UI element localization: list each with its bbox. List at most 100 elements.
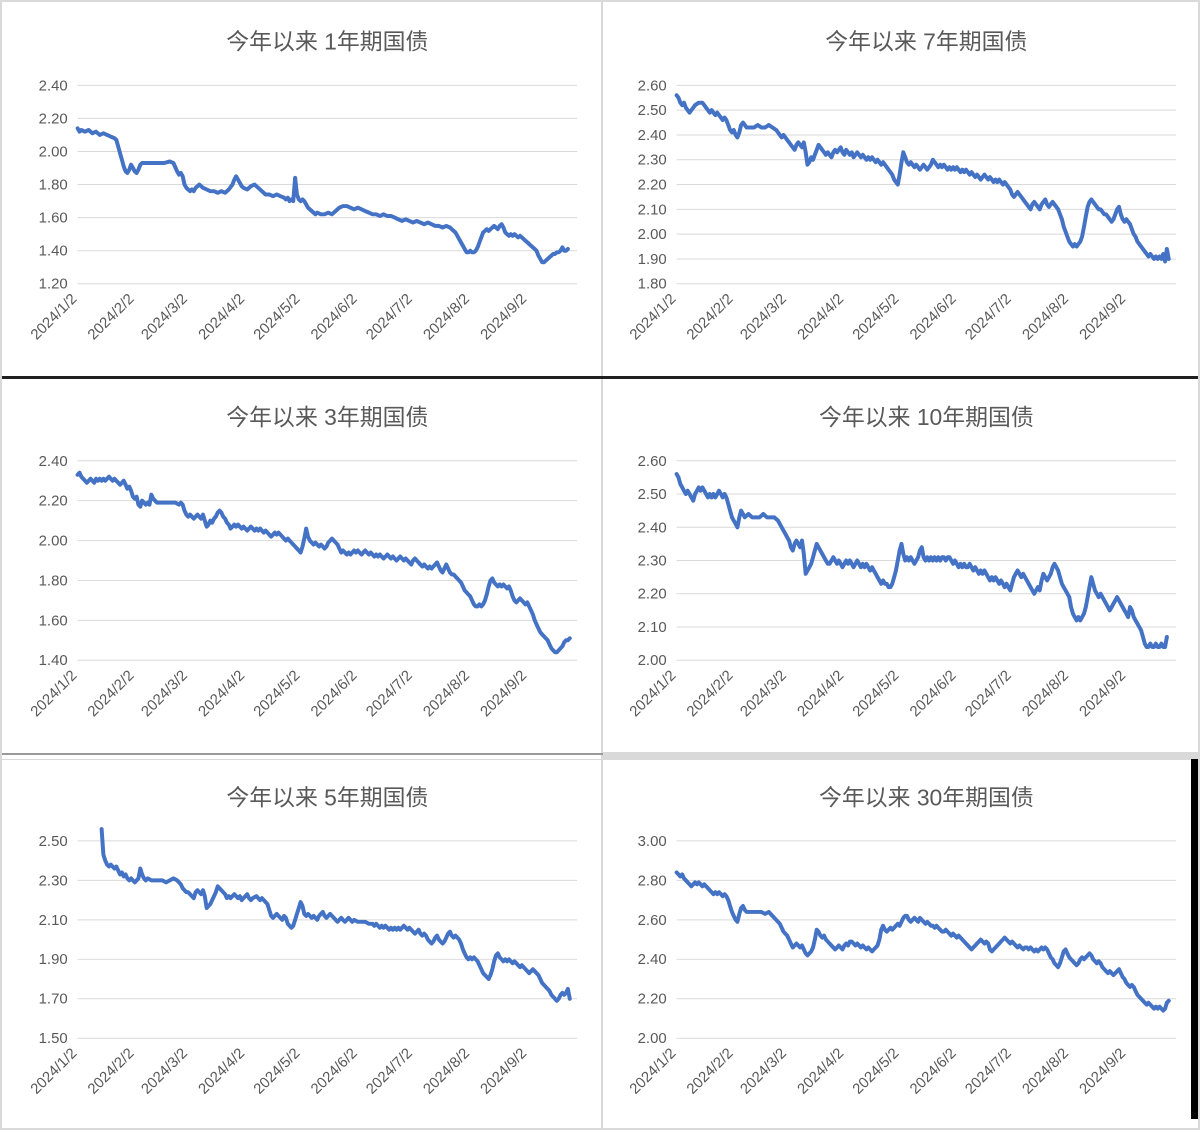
x-axis-tick-label: 2024/9/2	[478, 1046, 530, 1098]
column-divider	[601, 2, 603, 1128]
y-axis-tick-label: 2.00	[638, 652, 667, 669]
row-divider-1	[2, 376, 1198, 379]
chart-title: 今年以来 3年期国债	[226, 404, 428, 430]
y-axis-tick-label: 1.80	[39, 178, 68, 194]
x-axis-tick-label: 2024/3/2	[139, 291, 191, 343]
y-axis-tick-label: 2.00	[39, 533, 68, 550]
x-axis-tick-label: 2024/2/2	[684, 291, 736, 343]
y-axis-tick-label: 2.00	[638, 227, 667, 243]
chart-panel-10y: 今年以来 10年期国债 2.60 2.50 2.40 2.30 2.20 2.10 2.00…	[603, 379, 1198, 753]
series-line	[75, 126, 570, 265]
y-axis-tick-label: 2.30	[638, 153, 667, 169]
x-axis-tick-label: 2024/7/2	[363, 1046, 415, 1098]
x-axis-tick-label: 2024/3/2	[139, 1046, 191, 1098]
x-axis-tick-label: 2024/7/2	[363, 667, 416, 720]
y-axis-tick-label: 2.50	[39, 834, 68, 850]
chart-panel-5y: 今年以来 5年期国债 2.50 2.30 2.10 1.90 1.70 1.50 2024/…	[4, 760, 601, 1128]
x-axis-tick-label: 2024/5/2	[251, 291, 303, 343]
y-axis-tick-label: 1.50	[39, 1031, 68, 1047]
y-axis-tick-label: 2.80	[638, 873, 667, 889]
chart-7y-canvas: 今年以来 7年期国债 2.60 2.50 2.40 2.30 2.20 2.10 2.00 1…	[627, 29, 1177, 343]
x-axis-tick-label: 2024/6/2	[308, 291, 360, 343]
chart-5y-canvas: 今年以来 5年期国债 2.502.302.101.901.701.502024/…	[28, 784, 578, 1098]
y-axis-tick-label: 1.90	[39, 952, 68, 968]
x-axis-tick-label: 2024/9/2	[1077, 1046, 1129, 1098]
x-axis-tick-label: 2024/4/2	[195, 667, 248, 720]
y-axis-tick-label: 2.60	[638, 913, 667, 929]
series-line	[674, 472, 1169, 649]
x-axis-tick-label: 2024/5/2	[850, 291, 902, 343]
y-axis-tick-label: 2.40	[39, 78, 68, 94]
y-axis-tick-label: 2.60	[638, 453, 667, 470]
x-axis-tick-label: 2024/3/2	[738, 1046, 790, 1098]
series-line	[674, 870, 1171, 1013]
x-axis-tick-label: 2024/7/2	[363, 291, 415, 343]
x-axis-tick-label: 2024/9/2	[478, 291, 530, 343]
chart-title: 今年以来 30年期国债	[819, 784, 1034, 810]
chart-panel-3y: 今年以来 3年期国债 2.40 2.20 2.00 1.80 1.60 1.40 2024/…	[4, 379, 601, 753]
x-axis-tick-label: 2024/8/2	[421, 291, 473, 343]
x-axis-tick-label: 2024/6/2	[907, 667, 960, 720]
y-axis-tick-label: 2.10	[638, 619, 667, 636]
x-axis-tick-label: 2024/2/2	[85, 1046, 137, 1098]
x-axis-tick-label: 2024/9/2	[1077, 291, 1129, 343]
y-axis-tick-label: 1.60	[39, 211, 68, 227]
x-axis-tick-label: 2024/4/2	[795, 291, 847, 343]
x-axis-tick-label: 2024/7/2	[962, 1046, 1014, 1098]
y-axis-tick-label: 1.70	[39, 992, 68, 1008]
chart-panel-7y: 今年以来 7年期国债 2.60 2.50 2.40 2.30 2.20 2.10 2.00 1…	[603, 4, 1198, 376]
x-axis-tick-label: 2024/4/2	[196, 291, 248, 343]
x-axis-tick-label: 2024/8/2	[1019, 667, 1072, 720]
x-axis-tick-label: 2024/5/2	[251, 1046, 303, 1098]
y-axis-tick-label: 1.80	[39, 572, 68, 589]
x-axis-tick-label: 2024/2/2	[85, 291, 137, 343]
y-axis-tick-label: 2.10	[39, 913, 68, 929]
y-axis-tick-label: 3.00	[638, 834, 667, 850]
x-axis-tick-label: 2024/4/2	[196, 1046, 248, 1098]
x-axis-tick-label: 2024/1/2	[28, 1046, 80, 1098]
x-axis-tick-label: 2024/8/2	[1020, 291, 1072, 343]
y-axis-tick-label: 2.30	[39, 873, 68, 889]
y-axis-tick-label: 2.00	[39, 144, 68, 160]
x-axis-tick-label: 2024/3/2	[138, 667, 191, 720]
chart-3y-canvas: 今年以来 3年期国债 2.402.202.001.801.601.402024/…	[27, 404, 578, 720]
y-axis-tick-label: 2.20	[638, 586, 667, 603]
x-axis-tick-label: 2024/1/2	[627, 291, 679, 343]
chart-title: 今年以来 7年期国债	[825, 29, 1027, 55]
chart-title: 今年以来 5年期国债	[226, 784, 428, 810]
x-axis-tick-label: 2024/4/2	[794, 667, 847, 720]
x-axis-tick-label: 2024/1/2	[27, 667, 80, 720]
chart-10y-canvas: 今年以来 10年期国债 2.60 2.50 2.40 2.30 2.20 2.10 2.00…	[626, 404, 1177, 720]
x-axis-tick-label: 2024/8/2	[420, 667, 473, 720]
x-axis-tick-label: 2024/8/2	[421, 1046, 473, 1098]
x-axis-tick-label: 2024/2/2	[84, 667, 137, 720]
x-axis-tick-label: 2024/1/2	[626, 667, 679, 720]
y-axis-tick-label: 2.00	[638, 1031, 667, 1047]
y-axis-tick-label: 1.90	[638, 252, 667, 268]
y-axis-tick-label: 1.20	[39, 277, 68, 293]
y-axis-tick-label: 2.50	[638, 103, 667, 119]
y-axis-tick-label: 2.30	[638, 552, 667, 569]
x-axis-tick-label: 2024/7/2	[962, 667, 1015, 720]
series-line	[75, 470, 572, 655]
x-axis-tick-label: 2024/7/2	[962, 291, 1014, 343]
x-axis-tick-label: 2024/9/2	[1076, 667, 1129, 720]
y-axis-tick-label: 2.50	[638, 486, 667, 503]
y-axis-tick-label: 1.60	[39, 612, 68, 629]
x-axis-tick-label: 2024/6/2	[907, 291, 959, 343]
x-axis-tick-label: 2024/4/2	[795, 1046, 847, 1098]
y-axis-tick-label: 1.80	[638, 277, 667, 293]
row-divider-2-left	[2, 753, 603, 755]
y-axis-tick-label: 2.10	[638, 202, 667, 218]
y-axis-tick-label: 2.20	[39, 111, 68, 127]
chart-30y-canvas: 今年以来 30年期国债 3.002.802.602.402.202.002024…	[627, 784, 1177, 1098]
y-axis-tick-label: 2.60	[638, 78, 667, 94]
row-divider-2-underline	[2, 759, 1198, 760]
x-axis-tick-label: 2024/5/2	[250, 667, 303, 720]
series-line	[674, 93, 1171, 264]
chart-title: 今年以来 10年期国债	[819, 404, 1034, 430]
series-line	[99, 827, 572, 1003]
right-edge-black-bar	[1191, 759, 1198, 1119]
y-axis-tick-label: 2.20	[39, 493, 68, 510]
chart-panel-1y: 今年以来 1年期国债 2.40 2.20 2.00 1.80 1.60 1.40 1.20 2…	[4, 4, 601, 376]
